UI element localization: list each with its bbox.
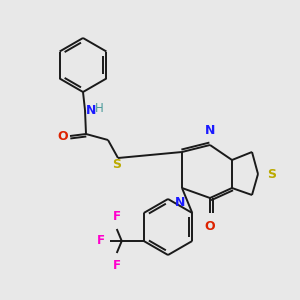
Text: F: F [113, 210, 121, 223]
Text: N: N [175, 196, 185, 209]
Text: N: N [205, 124, 215, 137]
Text: N: N [86, 103, 96, 116]
Text: O: O [205, 220, 215, 233]
Text: F: F [113, 259, 121, 272]
Text: H: H [95, 103, 104, 116]
Text: S: S [267, 167, 276, 181]
Text: S: S [112, 158, 122, 170]
Text: F: F [97, 235, 105, 248]
Text: O: O [58, 130, 68, 142]
